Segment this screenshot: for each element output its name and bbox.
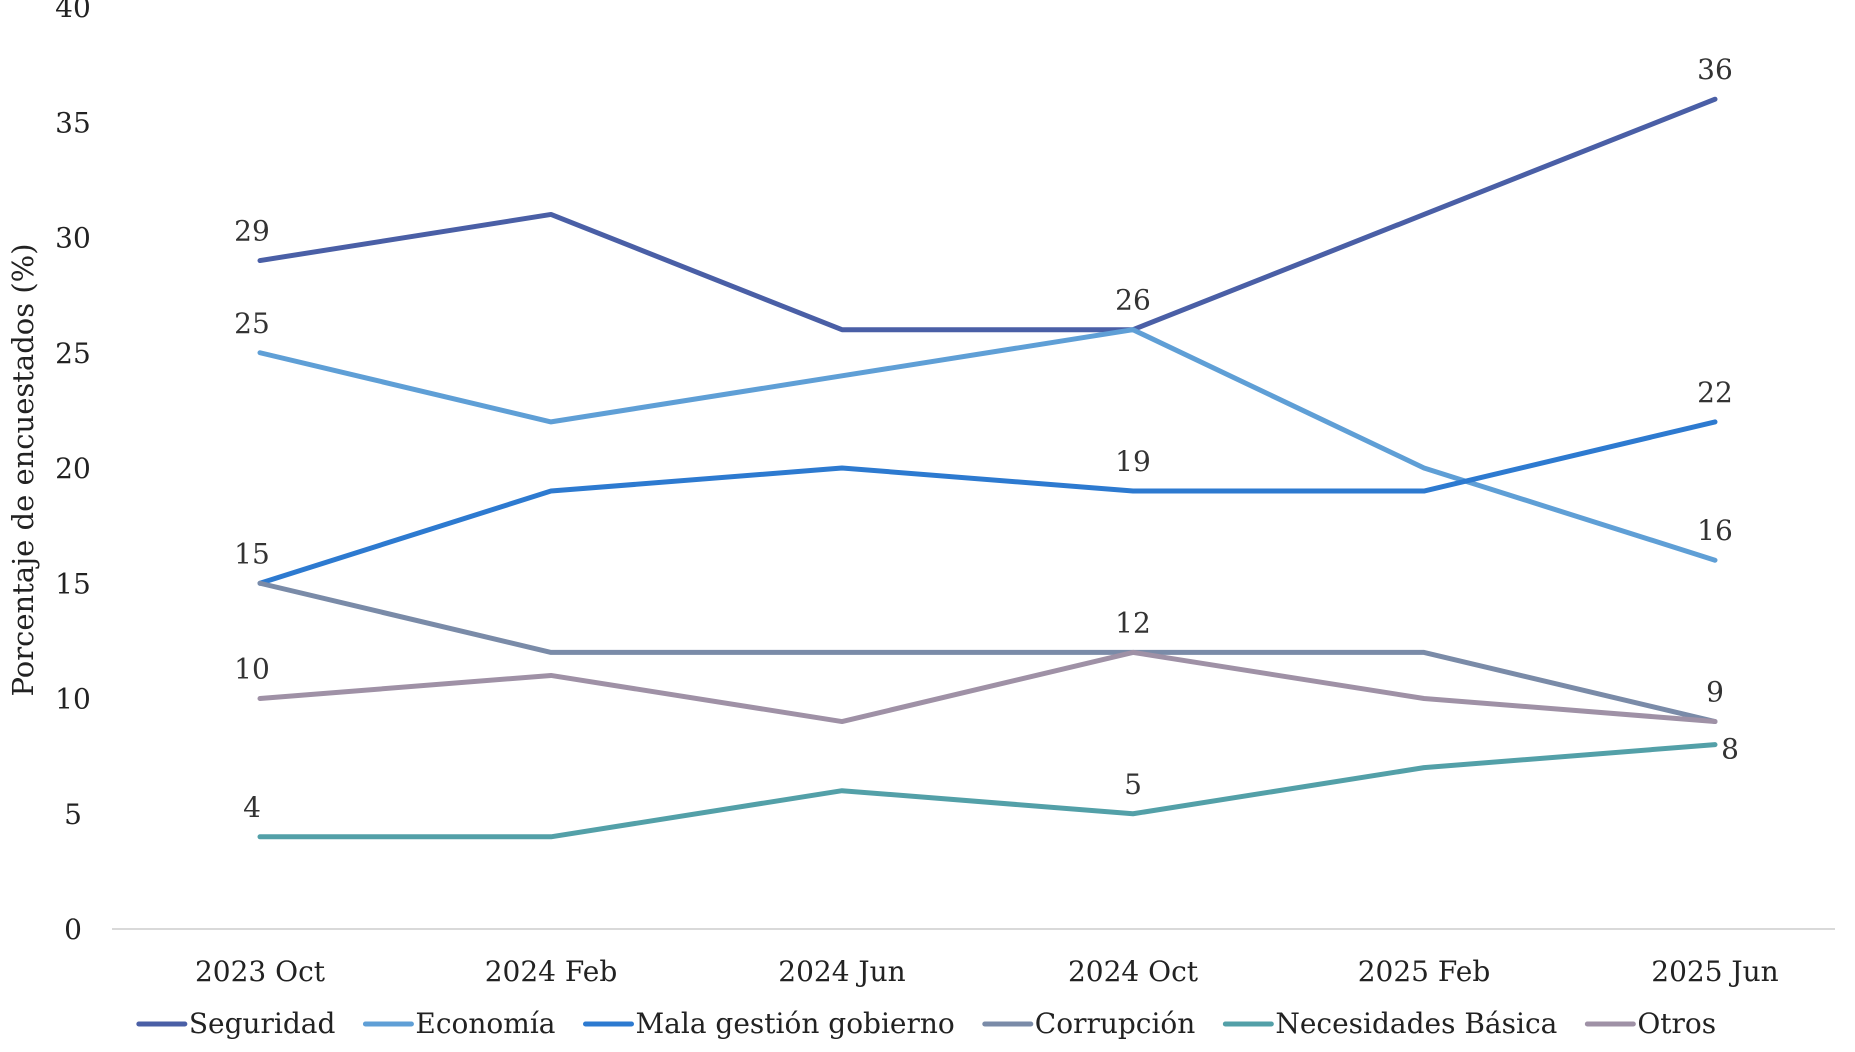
series-line-4 <box>257 742 1718 840</box>
x-tick-label: 2024 Oct <box>1068 955 1199 988</box>
series-layer <box>257 96 1718 840</box>
x-axis: 2023 Oct 2024 Feb 2024 Jun 2024 Oct 2025 Feb… <box>195 955 1779 988</box>
data-label: 22 <box>1697 376 1733 409</box>
data-label: 9 <box>1706 676 1724 709</box>
data-label: 16 <box>1697 514 1733 547</box>
series-line-2 <box>257 419 1718 586</box>
data-label: 19 <box>1115 445 1151 478</box>
data-label: 4 <box>243 791 261 824</box>
y-tick-label: 40 <box>55 0 91 24</box>
data-label: 29 <box>234 215 270 248</box>
y-tick-label: 15 <box>55 567 91 600</box>
data-label: 10 <box>234 653 270 686</box>
legend: Seguridad Economía Mala gestión gobierno Co… <box>136 1007 1716 1040</box>
legend-label: Otros <box>1637 1007 1716 1040</box>
y-tick-label: 25 <box>55 337 91 370</box>
series-line-0 <box>257 96 1718 333</box>
data-label: 25 <box>234 307 270 340</box>
y-axis: 0 5 10 15 20 25 30 35 40 <box>55 0 91 946</box>
series-line-1 <box>257 327 1718 563</box>
data-labels: 29 26 36 25 16 15 19 22 12 9 4 5 8 10 <box>234 53 1739 824</box>
data-label: 26 <box>1115 284 1151 317</box>
y-tick-label: 10 <box>55 683 91 716</box>
data-label: 8 <box>1721 733 1739 766</box>
legend-item: Economía <box>362 1007 556 1040</box>
data-label: 5 <box>1124 768 1142 801</box>
data-label: 15 <box>234 537 270 570</box>
series-line-5 <box>257 649 1718 725</box>
y-tick-label: 30 <box>55 222 91 255</box>
legend-item: Necesidades Básica <box>1222 1007 1557 1040</box>
y-tick-label: 35 <box>55 106 91 139</box>
legend-label: Mala gestión gobierno <box>636 1007 955 1040</box>
x-tick-label: 2024 Jun <box>778 955 905 988</box>
y-tick-label: 5 <box>64 798 82 831</box>
legend-label: Corrupción <box>1035 1007 1196 1040</box>
x-tick-label: 2025 Feb <box>1358 955 1491 988</box>
y-tick-label: 0 <box>64 913 82 946</box>
x-tick-label: 2025 Jun <box>1651 955 1778 988</box>
legend-item: Corrupción <box>982 1007 1196 1040</box>
legend-item: Mala gestión gobierno <box>583 1007 955 1040</box>
legend-item: Seguridad <box>136 1007 336 1040</box>
legend-label: Seguridad <box>189 1007 336 1040</box>
data-label: 36 <box>1697 53 1733 86</box>
x-tick-label: 2023 Oct <box>195 955 326 988</box>
legend-item: Otros <box>1584 1007 1716 1040</box>
legend-label: Necesidades Básica <box>1275 1007 1557 1040</box>
y-axis-title: Porcentaje de encuestados (%) <box>6 243 40 696</box>
data-label: 12 <box>1115 606 1151 639</box>
y-tick-label: 20 <box>55 452 91 485</box>
legend-label: Economía <box>415 1007 555 1040</box>
series-line-3 <box>257 580 1718 725</box>
x-tick-label: 2024 Feb <box>485 955 618 988</box>
